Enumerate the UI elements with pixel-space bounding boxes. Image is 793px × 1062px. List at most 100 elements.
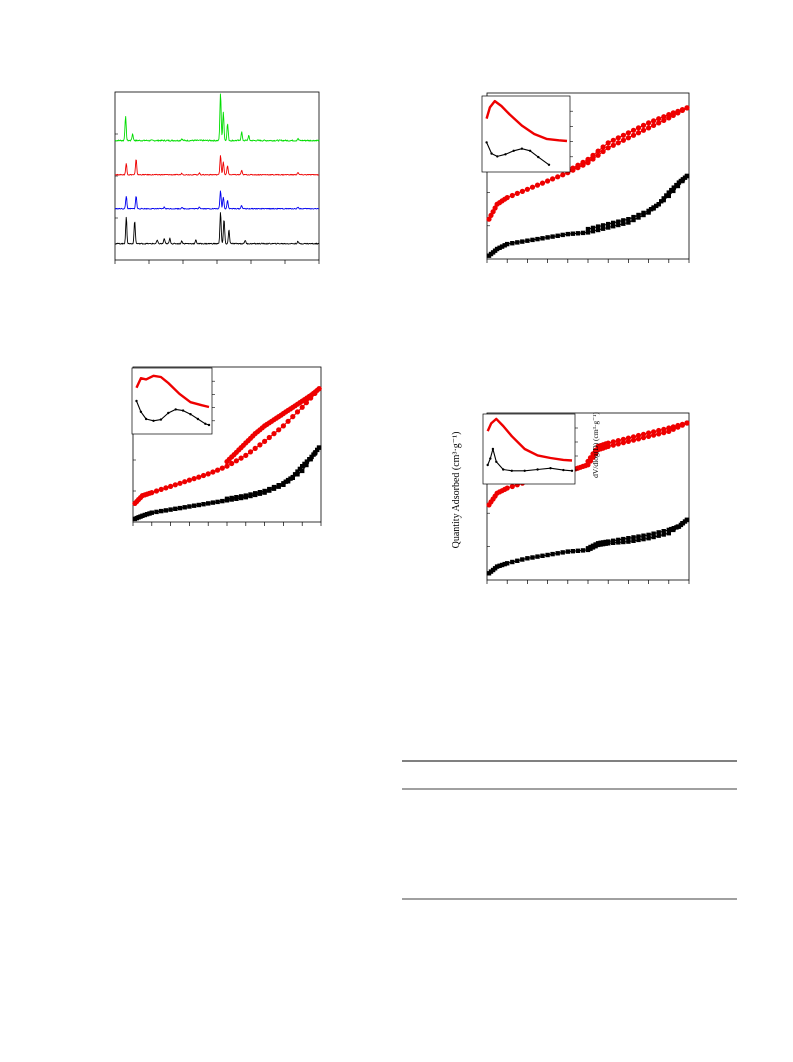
data-point-circle <box>286 419 291 424</box>
data-point-square <box>178 506 182 510</box>
data-point-circle <box>234 458 239 463</box>
inset-data-point <box>204 423 206 425</box>
data-point-square <box>535 554 539 558</box>
data-point-circle <box>631 133 636 138</box>
inset-data-point <box>160 418 162 420</box>
data-point-square <box>566 232 570 236</box>
data-point-square <box>248 492 252 496</box>
inset-data-point <box>197 418 199 420</box>
inset-data-point <box>529 150 531 152</box>
xrd-pattern-line <box>115 191 319 209</box>
inset-data-point <box>504 153 506 155</box>
data-point-square <box>277 483 281 487</box>
data-point-square <box>234 495 238 499</box>
data-point-square <box>272 485 276 489</box>
inset-data-point <box>490 152 492 154</box>
isotherm-curve <box>227 448 319 499</box>
data-point-circle <box>505 486 510 491</box>
data-point-circle <box>206 471 211 476</box>
data-point-circle <box>267 435 272 440</box>
data-point-circle <box>196 475 201 480</box>
inset-data-point <box>548 164 550 166</box>
data-point-square <box>657 530 661 534</box>
data-point-circle <box>626 135 631 140</box>
data-point-circle <box>505 195 510 200</box>
data-point-circle <box>271 431 276 436</box>
data-point-circle <box>646 120 651 125</box>
data-point-circle <box>515 191 520 196</box>
xrd-pattern-line <box>115 94 319 141</box>
data-point-square <box>187 504 191 508</box>
data-point-square <box>230 496 234 500</box>
data-point-circle <box>192 476 197 481</box>
data-point-circle <box>530 185 535 190</box>
data-point-square <box>581 548 585 552</box>
inset-data-point <box>208 424 210 426</box>
data-point-square <box>239 494 243 498</box>
data-point-square <box>550 234 554 238</box>
data-point-square <box>540 554 544 558</box>
data-point-square <box>550 552 554 556</box>
data-point-circle <box>545 178 550 183</box>
data-point-square <box>566 549 570 553</box>
data-point-circle <box>580 160 585 165</box>
data-point-square <box>159 509 163 513</box>
inset-data-point <box>145 418 147 420</box>
data-point-circle <box>535 183 540 188</box>
data-point-circle <box>606 140 611 145</box>
data-point-square <box>646 533 650 537</box>
data-point-circle <box>290 414 295 419</box>
data-point-circle <box>641 432 646 437</box>
data-point-square <box>581 231 585 235</box>
data-point-square <box>545 553 549 557</box>
inset-data-point <box>175 408 177 410</box>
data-point-square <box>586 546 590 550</box>
data-point-circle <box>646 125 651 130</box>
data-point-square <box>636 534 640 538</box>
data-point-circle <box>671 110 676 115</box>
data-point-circle <box>239 456 244 461</box>
data-point-circle <box>182 479 187 484</box>
data-point-square <box>591 226 595 230</box>
inset-data-point <box>562 469 564 471</box>
data-point-circle <box>177 481 182 486</box>
inset-data-point <box>502 468 504 470</box>
inset-data-point <box>140 411 142 413</box>
data-point-circle <box>661 427 666 432</box>
data-point-circle <box>680 422 685 427</box>
inset-frame <box>482 96 570 172</box>
data-point-circle <box>585 459 590 464</box>
data-point-circle <box>201 473 206 478</box>
inset-data-point <box>167 412 169 414</box>
data-point-square <box>621 218 625 222</box>
data-point-circle <box>154 488 159 493</box>
data-point-circle <box>646 430 651 435</box>
data-point-square <box>515 240 519 244</box>
data-point-square <box>586 227 590 231</box>
data-point-circle <box>575 163 580 168</box>
data-point-square <box>510 560 514 564</box>
data-point-square <box>631 535 635 539</box>
data-point-circle <box>680 107 685 112</box>
data-point-circle <box>550 176 555 181</box>
data-point-square <box>168 507 172 511</box>
data-point-square <box>596 224 600 228</box>
data-point-circle <box>616 438 621 443</box>
inset-y-axis-label: dV/dlog(D) (cm³·g⁻¹) <box>591 412 600 478</box>
data-point-square <box>215 500 219 504</box>
data-point-square <box>262 489 266 493</box>
data-point-square <box>530 555 534 559</box>
data-point-circle <box>570 166 575 171</box>
data-point-circle <box>626 436 631 441</box>
data-point-circle <box>163 485 168 490</box>
data-point-square <box>225 497 229 501</box>
data-point-square <box>164 508 168 512</box>
data-point-circle <box>611 138 616 143</box>
data-point-circle <box>510 193 515 198</box>
data-point-square <box>510 241 514 245</box>
data-point-square <box>505 561 509 565</box>
data-point-square <box>197 503 201 507</box>
data-point-square <box>267 487 271 491</box>
